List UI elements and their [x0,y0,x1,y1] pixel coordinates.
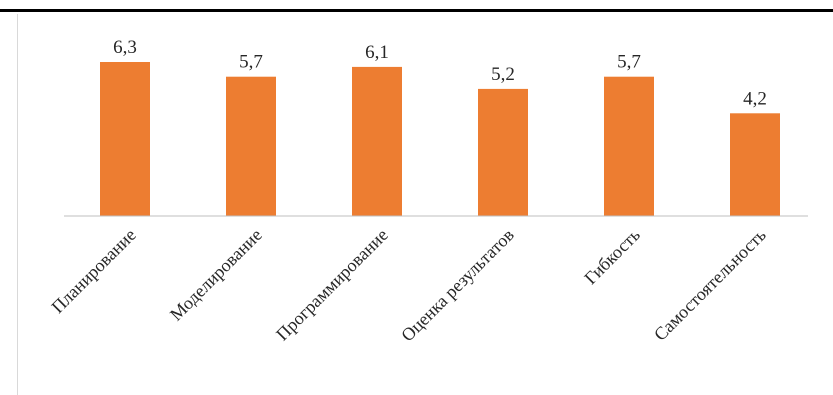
category-tick-label: Планирование [47,225,139,317]
bar-value-label: 5,2 [491,64,515,85]
bar-value-label: 4,2 [743,88,767,109]
category-tick-label: Самостоятельность [650,225,770,345]
category-labels-layer: Планирование Моделирование Программировани… [47,225,769,346]
category-tick-label: Моделирование [166,225,266,325]
bar-value-label: 6,3 [113,37,137,58]
bar-value-label: 6,1 [365,42,389,63]
top-rule [0,9,833,12]
value-labels-layer: 6,3 5,7 6,1 5,2 5,7 4,2 [113,37,767,109]
bar [226,76,276,216]
bar-value-label: 5,7 [239,52,263,73]
bar [604,76,654,216]
bar [352,66,402,217]
chart-frame-edge [17,14,18,395]
bar [730,113,780,216]
bar [478,88,528,216]
bar [100,62,150,216]
category-tick-label: Гибкость [580,225,644,289]
category-tick-label: Программирование [272,225,392,345]
bars-layer [100,62,780,217]
bar-value-label: 5,7 [617,52,641,73]
category-tick-label: Оценка результатов [397,225,518,346]
